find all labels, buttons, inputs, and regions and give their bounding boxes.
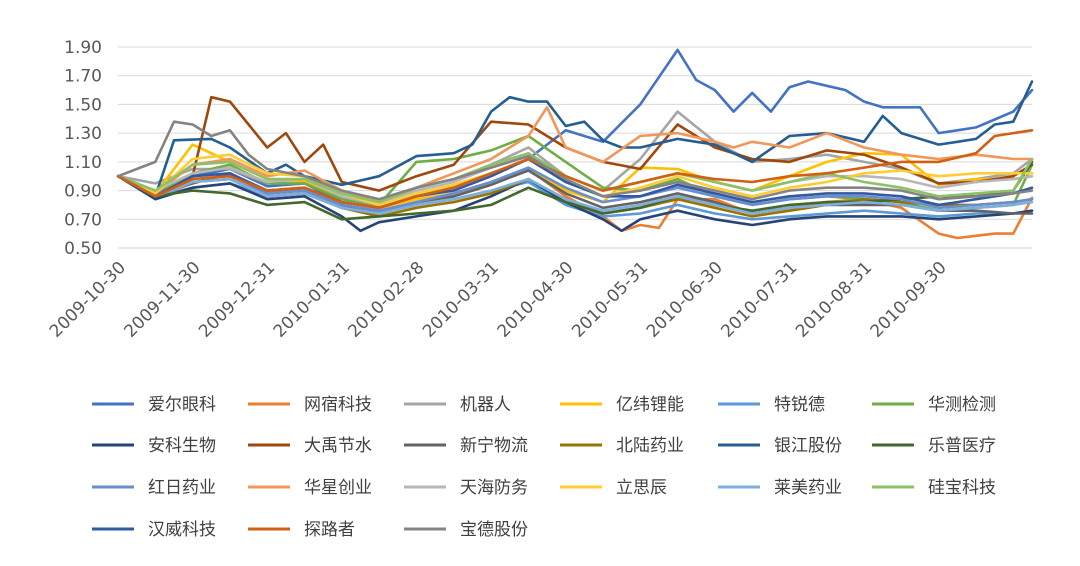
series-lines: [116, 48, 1034, 240]
legend-label: 北陆药业: [616, 436, 684, 456]
x-tick-label: 2009-12-31: [195, 258, 279, 342]
x-tick-label: 2010-04-30: [494, 258, 578, 342]
legend-label: 探路者: [304, 520, 355, 540]
legend-label: 天海防务: [460, 478, 528, 498]
series-line: [116, 120, 1034, 201]
x-tick-label: 2010-06-30: [643, 258, 727, 342]
legend-label: 华测检测: [928, 395, 996, 415]
y-tick-label: 1.90: [64, 38, 102, 58]
legend-label: 乐普医疗: [928, 436, 996, 456]
legend-label: 机器人: [460, 395, 511, 415]
y-tick-label: 1.70: [64, 67, 102, 87]
x-axis-ticks: 2009-10-302009-11-302009-12-312010-01-31…: [46, 258, 951, 342]
y-tick-label: 1.50: [64, 95, 102, 115]
grid-lines: [118, 46, 1032, 249]
x-tick-label: 2009-10-30: [46, 258, 130, 342]
legend-label: 宝德股份: [460, 520, 528, 540]
series-line: [116, 129, 1034, 210]
series-line: [116, 166, 1034, 212]
legend-label: 特锐德: [774, 395, 825, 415]
legend-label: 华星创业: [304, 478, 372, 498]
x-tick-label: 2010-07-31: [717, 258, 801, 342]
x-tick-label: 2010-01-31: [270, 258, 354, 342]
x-tick-label: 2010-02-28: [344, 258, 428, 342]
legend-label: 安科生物: [148, 436, 216, 456]
y-tick-label: 1.30: [64, 124, 102, 144]
series-line: [116, 80, 1034, 198]
series-line: [116, 106, 1034, 204]
x-tick-label: 2010-08-31: [792, 258, 876, 342]
legend-label: 亿纬锂能: [616, 395, 684, 415]
x-tick-label: 2010-03-31: [419, 258, 503, 342]
legend-label: 红日药业: [148, 478, 216, 498]
x-tick-label: 2010-09-30: [867, 258, 951, 342]
y-tick-label: 0.50: [64, 239, 102, 259]
legend-label: 网宿科技: [304, 395, 372, 415]
legend-label: 立思辰: [616, 478, 667, 498]
legend-label: 硅宝科技: [928, 478, 996, 498]
y-axis-ticks: 0.50 0.70 0.90 1.10 1.30 1.50 1.70 1.90: [64, 38, 102, 259]
series-line: [116, 174, 1034, 233]
legend-label: 莱美药业: [774, 478, 842, 498]
y-tick-label: 0.90: [64, 182, 102, 202]
y-tick-label: 0.70: [64, 210, 102, 230]
x-tick-label: 2010-05-31: [568, 258, 652, 342]
legend-label: 银江股份: [774, 436, 842, 456]
legend-label: 新宁物流: [460, 436, 528, 456]
series-line: [116, 174, 1034, 215]
legend-label: 爱尔眼科: [148, 395, 216, 415]
series-line: [116, 160, 1034, 221]
y-tick-label: 1.10: [64, 153, 102, 173]
legend-label: 大禹节水: [304, 436, 372, 456]
x-tick-label: 2009-11-30: [121, 258, 205, 342]
series-line: [116, 48, 1034, 210]
legend-label: 汉威科技: [148, 520, 216, 540]
